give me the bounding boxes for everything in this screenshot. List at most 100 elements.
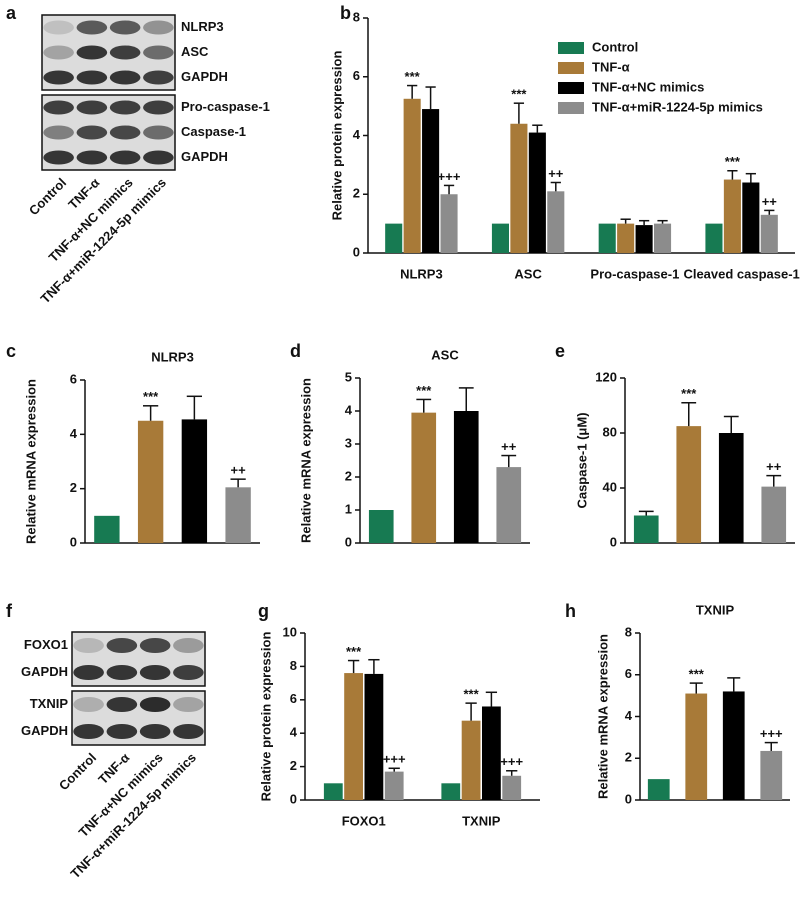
legend-swatch (558, 62, 584, 74)
legend-swatch (558, 82, 584, 94)
blot-band (106, 696, 138, 713)
y-tick-label: 2 (345, 468, 352, 483)
blot-band (143, 70, 174, 85)
bar (441, 783, 461, 800)
blot-band (76, 70, 108, 85)
significance-label: *** (464, 687, 480, 702)
y-tick-label: 10 (283, 624, 297, 639)
blot-band (43, 125, 74, 140)
significance-label: *** (725, 154, 741, 169)
significance-label: *** (405, 69, 421, 84)
lane-label: Control (26, 175, 69, 218)
y-axis-label: Relative protein expression (258, 632, 273, 802)
bar (705, 223, 723, 253)
y-axis-label: Relative mRNA expression (23, 379, 38, 544)
significance-label: +++ (760, 726, 783, 741)
bar (422, 109, 440, 253)
bar (633, 515, 659, 543)
band-label: TXNIP (30, 696, 69, 711)
significance-label: ++ (548, 166, 564, 181)
significance-label: +++ (438, 169, 461, 184)
significance-label: ++ (231, 463, 247, 478)
blot-frame (41, 94, 176, 171)
blot-band (76, 45, 108, 60)
blot-band (173, 637, 204, 654)
y-tick-label: 0 (290, 791, 297, 806)
blot-band (143, 20, 174, 35)
blot-band (43, 45, 74, 60)
y-tick-label: 2 (353, 186, 360, 201)
bar (137, 420, 164, 543)
legend-label: Control (592, 39, 638, 54)
chart-title: NLRP3 (151, 349, 194, 364)
significance-label: *** (511, 87, 527, 102)
y-axis-label: Relative mRNA expression (595, 634, 610, 799)
bar (344, 673, 363, 800)
blot-band (109, 20, 141, 35)
y-tick-label: 2 (70, 480, 77, 495)
blot-band (73, 664, 104, 681)
blot-frame (71, 631, 206, 687)
legend-swatch (558, 42, 584, 54)
blot-band (109, 100, 141, 115)
blot-band (143, 100, 174, 115)
band-label: GAPDH (181, 69, 228, 84)
blot-strip (42, 15, 175, 40)
bar (676, 426, 702, 543)
band-label: Pro-caspase-1 (181, 99, 270, 114)
blot-band (173, 723, 204, 740)
blot-band (139, 637, 171, 654)
blot-band (173, 696, 204, 713)
significance-label: ++ (501, 439, 517, 454)
blot-band (109, 45, 141, 60)
y-tick-label: 8 (625, 624, 632, 639)
band-label: ASC (181, 44, 209, 59)
y-tick-label: 0 (345, 534, 352, 549)
blot-band (43, 150, 74, 165)
significance-label: *** (681, 386, 697, 401)
bar (94, 515, 120, 543)
bar (491, 223, 509, 253)
bar (760, 750, 783, 800)
blot-band (139, 723, 171, 740)
y-tick-label: 4 (70, 426, 78, 441)
blot-frame (71, 690, 206, 746)
y-tick-label: 5 (345, 369, 352, 384)
bar (598, 223, 616, 253)
panel-letter: f (6, 601, 13, 621)
legend-label: TNF-α+miR-1224-5p mimics (592, 99, 763, 114)
y-tick-label: 6 (70, 371, 77, 386)
legend-swatch (558, 102, 584, 114)
bar (384, 771, 404, 800)
blot-band (143, 150, 174, 165)
x-tick-label: NLRP3 (400, 266, 443, 281)
significance-label: *** (143, 389, 159, 404)
blot-band (76, 150, 108, 165)
bar (385, 223, 403, 253)
bar (510, 123, 528, 253)
bar (635, 225, 653, 253)
y-tick-label: 8 (290, 658, 297, 673)
band-label: GAPDH (21, 723, 68, 738)
bar (528, 132, 546, 253)
bar (461, 720, 481, 800)
blot-band (109, 70, 141, 85)
blot-band (173, 664, 204, 681)
y-tick-label: 120 (595, 369, 617, 384)
blot-band (143, 45, 174, 60)
blot-band (109, 125, 141, 140)
y-tick-label: 3 (345, 435, 352, 450)
lane-label: Control (56, 750, 99, 793)
significance-label: *** (416, 383, 432, 398)
y-tick-label: 2 (290, 758, 297, 773)
y-tick-label: 4 (345, 402, 353, 417)
bar (323, 783, 343, 800)
blot-band (109, 150, 141, 165)
bar (403, 98, 421, 253)
significance-label: +++ (500, 754, 523, 769)
bar (685, 693, 708, 800)
panel-letter: e (555, 341, 565, 361)
bar (760, 214, 778, 253)
blot-band (76, 20, 108, 35)
